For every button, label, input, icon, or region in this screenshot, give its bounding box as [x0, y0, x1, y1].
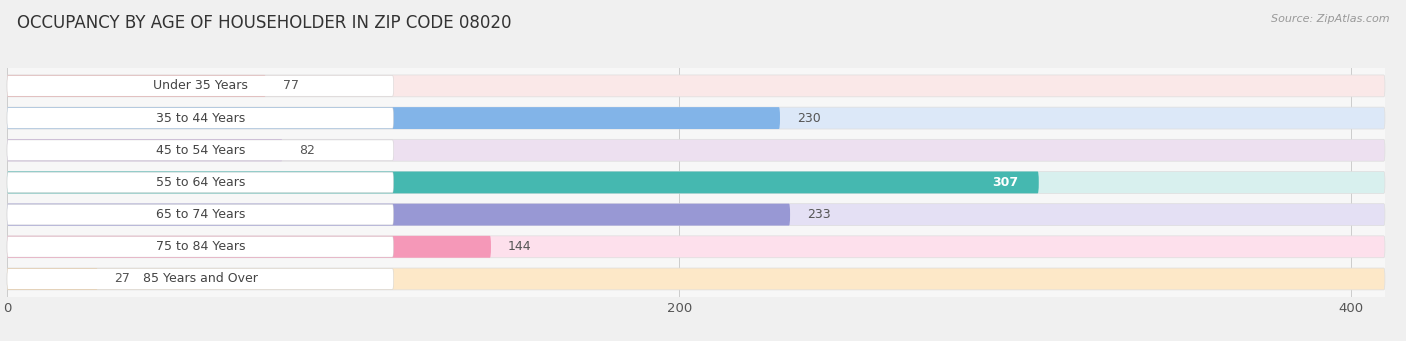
FancyBboxPatch shape: [7, 172, 1385, 193]
Text: Under 35 Years: Under 35 Years: [153, 79, 247, 92]
FancyBboxPatch shape: [7, 268, 98, 290]
FancyBboxPatch shape: [7, 140, 394, 161]
FancyBboxPatch shape: [7, 269, 394, 289]
Text: 77: 77: [283, 79, 298, 92]
FancyBboxPatch shape: [7, 75, 266, 97]
Text: 35 to 44 Years: 35 to 44 Years: [156, 112, 245, 124]
Text: OCCUPANCY BY AGE OF HOUSEHOLDER IN ZIP CODE 08020: OCCUPANCY BY AGE OF HOUSEHOLDER IN ZIP C…: [17, 14, 512, 32]
FancyBboxPatch shape: [7, 76, 394, 96]
Text: 55 to 64 Years: 55 to 64 Years: [156, 176, 245, 189]
Text: 27: 27: [114, 272, 131, 285]
FancyBboxPatch shape: [7, 204, 790, 225]
FancyBboxPatch shape: [7, 204, 394, 225]
FancyBboxPatch shape: [7, 108, 394, 128]
FancyBboxPatch shape: [7, 204, 1385, 225]
FancyBboxPatch shape: [7, 172, 1039, 193]
Text: 45 to 54 Years: 45 to 54 Years: [156, 144, 245, 157]
Text: 65 to 74 Years: 65 to 74 Years: [156, 208, 245, 221]
Text: 82: 82: [299, 144, 315, 157]
Text: 307: 307: [993, 176, 1018, 189]
FancyBboxPatch shape: [7, 237, 394, 257]
Text: 144: 144: [508, 240, 531, 253]
Text: 233: 233: [807, 208, 831, 221]
FancyBboxPatch shape: [7, 236, 491, 258]
FancyBboxPatch shape: [7, 107, 1385, 129]
FancyBboxPatch shape: [7, 139, 1385, 161]
FancyBboxPatch shape: [7, 139, 283, 161]
Text: Source: ZipAtlas.com: Source: ZipAtlas.com: [1271, 14, 1389, 24]
FancyBboxPatch shape: [7, 107, 780, 129]
FancyBboxPatch shape: [7, 75, 1385, 97]
FancyBboxPatch shape: [7, 236, 1385, 258]
FancyBboxPatch shape: [7, 268, 1385, 290]
Text: 230: 230: [797, 112, 821, 124]
FancyBboxPatch shape: [7, 172, 394, 193]
Text: 85 Years and Over: 85 Years and Over: [143, 272, 257, 285]
Text: 75 to 84 Years: 75 to 84 Years: [156, 240, 245, 253]
